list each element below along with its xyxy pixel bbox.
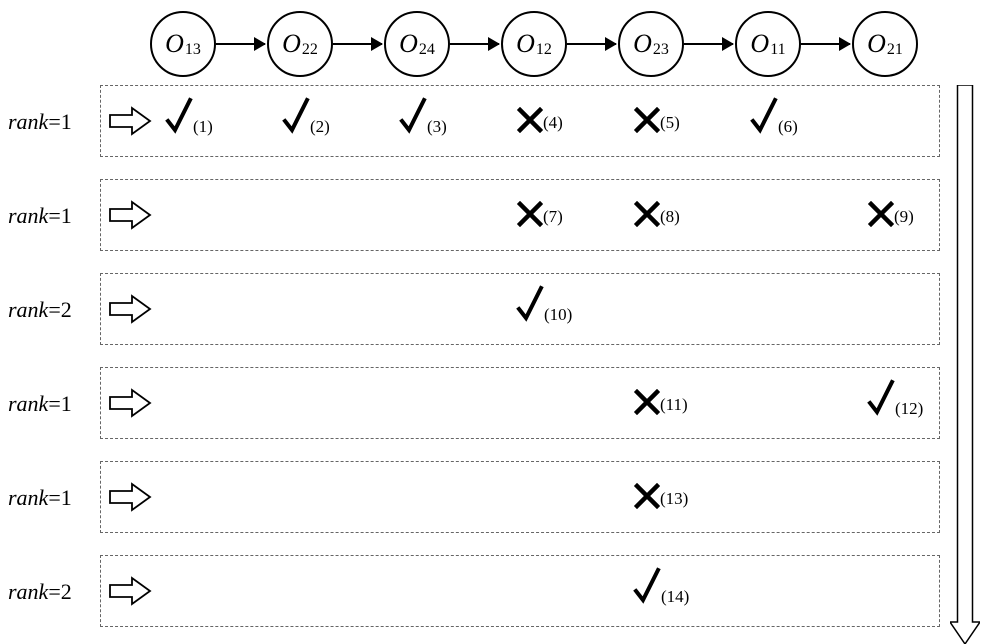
- cross-mark: (4): [517, 107, 563, 133]
- row-pointer-arrow: [108, 106, 152, 136]
- rank-label: rank=1: [8, 485, 72, 511]
- chain-node-21: O21: [852, 11, 918, 77]
- rank-label: rank=2: [8, 579, 72, 605]
- chain-arrow: [216, 43, 265, 45]
- rank-label: rank=1: [8, 109, 72, 135]
- chain-node-12: O12: [501, 11, 567, 77]
- check-mark: (14): [633, 567, 689, 607]
- check-mark: (3): [399, 97, 447, 137]
- rank-label: rank=1: [8, 391, 72, 417]
- diagram-canvas: O13 O22 O24 O12 O23 O11 O21 rank=1 (1) (2) (3) (4) (…: [0, 0, 1000, 644]
- chain-arrow: [801, 43, 850, 45]
- row-pointer-arrow: [108, 294, 152, 324]
- chain-arrow: [567, 43, 616, 45]
- pass-row-6: [100, 555, 940, 627]
- check-mark: (6): [750, 97, 798, 137]
- rank-label: rank=2: [8, 297, 72, 323]
- cross-mark: (13): [634, 483, 688, 509]
- check-mark: (10): [516, 285, 572, 325]
- progress-down-arrow: [950, 85, 980, 644]
- check-mark: (12): [867, 379, 923, 419]
- cross-mark: (7): [517, 201, 563, 227]
- row-pointer-arrow: [108, 388, 152, 418]
- chain-node-24: O24: [384, 11, 450, 77]
- cross-mark: (8): [634, 201, 680, 227]
- chain-arrow: [333, 43, 382, 45]
- cross-mark: (11): [634, 389, 688, 415]
- rank-label: rank=1: [8, 203, 72, 229]
- check-mark: (1): [165, 97, 213, 137]
- row-pointer-arrow: [108, 576, 152, 606]
- chain-node-22: O22: [267, 11, 333, 77]
- pass-row-5: [100, 461, 940, 533]
- row-pointer-arrow: [108, 200, 152, 230]
- chain-node-13: O13: [150, 11, 216, 77]
- row-pointer-arrow: [108, 482, 152, 512]
- chain-arrow: [684, 43, 733, 45]
- chain-node-11: O11: [735, 11, 801, 77]
- pass-row-4: [100, 367, 940, 439]
- cross-mark: (5): [634, 107, 680, 133]
- chain-arrow: [450, 43, 499, 45]
- chain-node-23: O23: [618, 11, 684, 77]
- check-mark: (2): [282, 97, 330, 137]
- cross-mark: (9): [868, 201, 914, 227]
